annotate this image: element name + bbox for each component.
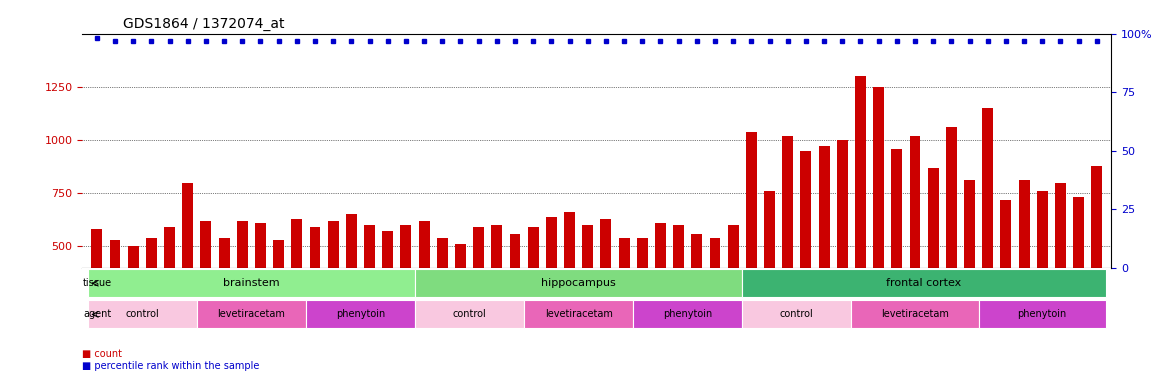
Bar <box>564 212 575 352</box>
Text: frontal cortex: frontal cortex <box>887 278 962 288</box>
Text: control: control <box>453 309 487 320</box>
FancyBboxPatch shape <box>978 300 1105 328</box>
Bar <box>292 219 302 352</box>
Bar <box>655 223 666 352</box>
Bar <box>255 223 266 352</box>
Bar <box>328 221 339 352</box>
Bar <box>801 151 811 352</box>
Bar <box>782 136 793 352</box>
Text: phenytoin: phenytoin <box>1017 309 1067 320</box>
Bar <box>473 227 485 352</box>
Bar <box>546 217 556 352</box>
Bar <box>1037 191 1048 352</box>
Bar <box>691 234 702 352</box>
Text: brainstem: brainstem <box>223 278 280 288</box>
Bar <box>182 183 193 352</box>
Bar <box>382 231 393 352</box>
Bar <box>165 227 175 352</box>
Bar <box>891 148 902 352</box>
Bar <box>764 191 775 352</box>
FancyBboxPatch shape <box>196 300 306 328</box>
Bar <box>909 136 921 352</box>
Bar <box>455 244 466 352</box>
Bar <box>200 221 212 352</box>
Text: GDS1864 / 1372074_at: GDS1864 / 1372074_at <box>123 17 285 32</box>
Bar <box>1091 166 1102 352</box>
Bar <box>964 180 975 352</box>
Bar <box>619 238 629 352</box>
Bar <box>236 221 248 352</box>
Bar <box>219 238 229 352</box>
FancyBboxPatch shape <box>88 269 415 297</box>
Bar <box>419 221 429 352</box>
Text: control: control <box>780 309 814 320</box>
Bar <box>1074 198 1084 352</box>
Text: levetiracetam: levetiracetam <box>544 309 613 320</box>
Bar <box>582 225 593 352</box>
Bar <box>401 225 412 352</box>
Bar <box>1001 200 1011 352</box>
Text: agent: agent <box>83 309 112 320</box>
FancyBboxPatch shape <box>851 300 978 328</box>
FancyBboxPatch shape <box>306 300 415 328</box>
Text: phenytoin: phenytoin <box>663 309 713 320</box>
Text: hippocampus: hippocampus <box>541 278 616 288</box>
Bar <box>982 108 994 352</box>
FancyBboxPatch shape <box>524 300 633 328</box>
Bar <box>309 227 321 352</box>
Text: levetiracetam: levetiracetam <box>881 309 949 320</box>
FancyBboxPatch shape <box>88 300 196 328</box>
Text: control: control <box>126 309 159 320</box>
Bar <box>855 76 866 352</box>
Bar <box>673 225 684 352</box>
Bar <box>928 168 938 352</box>
Bar <box>873 87 884 352</box>
Text: tissue: tissue <box>83 278 113 288</box>
Bar <box>728 225 739 352</box>
Bar <box>1018 180 1029 352</box>
Bar <box>128 246 139 352</box>
Text: phenytoin: phenytoin <box>336 309 385 320</box>
Bar <box>837 140 848 352</box>
Bar <box>92 230 102 352</box>
Bar <box>709 238 721 352</box>
Bar <box>492 225 502 352</box>
Text: levetiracetam: levetiracetam <box>218 309 286 320</box>
Bar <box>273 240 285 352</box>
Bar <box>146 238 156 352</box>
Bar <box>109 240 120 352</box>
FancyBboxPatch shape <box>742 300 851 328</box>
FancyBboxPatch shape <box>415 269 742 297</box>
Bar <box>746 132 757 352</box>
Bar <box>528 227 539 352</box>
Bar <box>946 127 957 352</box>
FancyBboxPatch shape <box>633 300 742 328</box>
Bar <box>346 214 356 352</box>
Bar <box>1055 183 1065 352</box>
FancyBboxPatch shape <box>742 269 1105 297</box>
Bar <box>509 234 521 352</box>
Bar <box>818 147 829 352</box>
Bar <box>637 238 648 352</box>
Text: ■ percentile rank within the sample: ■ percentile rank within the sample <box>82 361 260 370</box>
Bar <box>365 225 375 352</box>
Bar <box>601 219 612 352</box>
Text: ■ count: ■ count <box>82 350 122 359</box>
FancyBboxPatch shape <box>415 300 524 328</box>
Bar <box>436 238 448 352</box>
